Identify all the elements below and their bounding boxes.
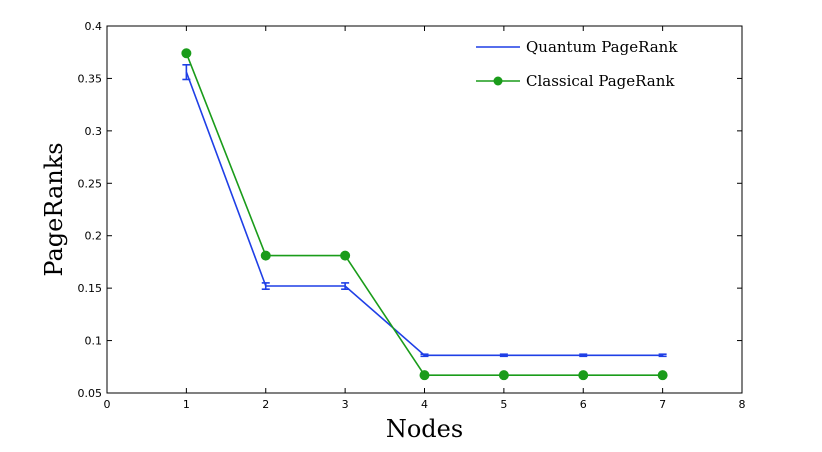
series-layer (181, 48, 668, 381)
x-tick-label: 6 (580, 398, 587, 411)
y-tick-label: 0.4 (85, 20, 103, 33)
x-tick-label: 5 (500, 398, 507, 411)
y-tick-label: 0.2 (85, 230, 103, 243)
x-tick-label: 3 (342, 398, 349, 411)
plot-area (106, 25, 743, 394)
data-point (260, 250, 271, 261)
y-axis-title: PageRanks (40, 142, 68, 276)
x-tick-label: 0 (104, 398, 111, 411)
legend-label-1: Quantum PageRank (526, 38, 678, 56)
y-tick-label: 0.15 (78, 282, 103, 295)
data-point (657, 370, 668, 381)
x-tick-label: 7 (659, 398, 666, 411)
legend-marker-2 (493, 76, 503, 86)
data-point (578, 370, 589, 381)
y-tick-label: 0.05 (78, 387, 103, 400)
x-tick-label: 8 (739, 398, 746, 411)
x-tick-label: 1 (183, 398, 190, 411)
y-tick-label: 0.25 (78, 177, 103, 190)
x-tick-label: 4 (421, 398, 428, 411)
x-axis-title: Nodes (386, 415, 463, 443)
y-tick-label: 0.35 (78, 72, 103, 85)
y-tick-label: 0.3 (85, 125, 103, 138)
axis-ticks: 0 1 2 3 4 5 6 7 8 0.05 0.1 0.15 0.2 0.25 0.3 0.35 0.4 (78, 20, 746, 411)
legend-label-2: Classical PageRank (526, 72, 675, 90)
legend: Quantum PageRank Classical PageRank (476, 38, 678, 90)
data-point (181, 48, 192, 59)
x-tick-label: 2 (262, 398, 269, 411)
y-tick-label: 0.1 (85, 335, 103, 348)
data-point (498, 370, 509, 381)
data-point (340, 250, 351, 261)
data-point (419, 370, 430, 381)
